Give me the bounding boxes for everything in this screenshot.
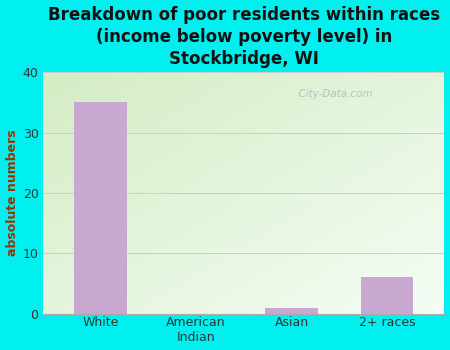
Bar [266, 308, 318, 314]
Bar [75, 103, 127, 314]
Title: Breakdown of poor residents within races
(income below poverty level) in
Stockbr: Breakdown of poor residents within races… [48, 6, 440, 68]
Bar [361, 278, 414, 314]
Text: City-Data.com: City-Data.com [292, 89, 373, 99]
Y-axis label: absolute numbers: absolute numbers [5, 130, 18, 256]
